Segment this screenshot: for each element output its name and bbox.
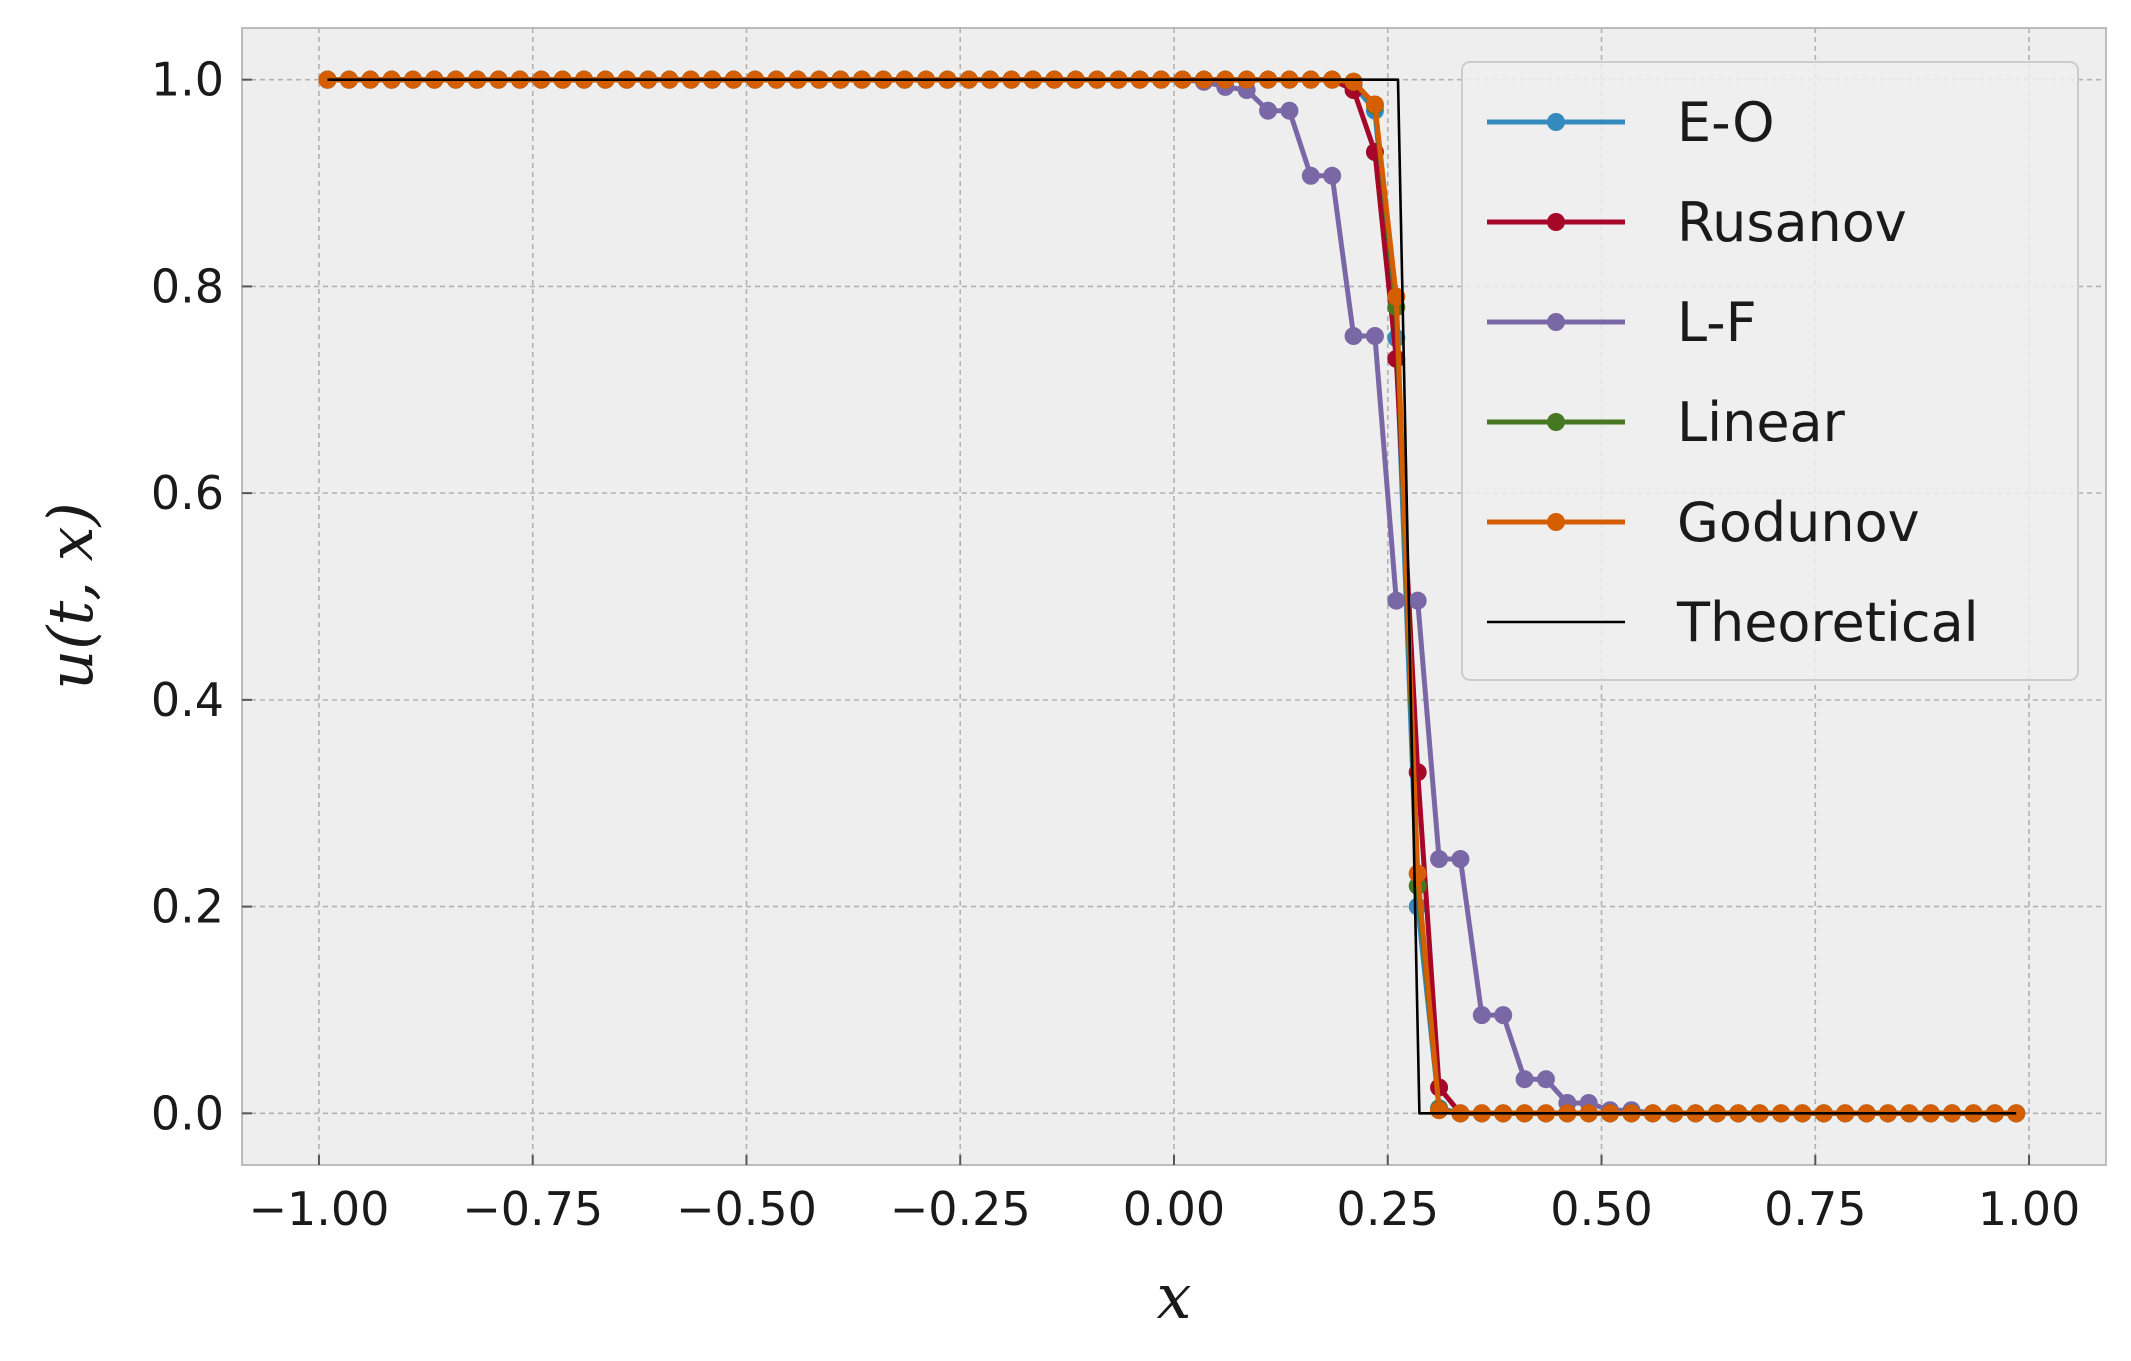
x-tick-label: 0.50	[1550, 1182, 1652, 1236]
x-tick-label: 0.75	[1764, 1182, 1866, 1236]
data-point-l-f	[1280, 101, 1299, 120]
x-tick-label: −0.50	[676, 1182, 817, 1236]
legend-item-theoretical: Theoretical	[1487, 591, 1979, 654]
data-point-l-f	[1515, 1070, 1534, 1089]
data-point-l-f	[1430, 850, 1449, 869]
x-tick-label: 1.00	[1978, 1182, 2080, 1236]
data-point-l-f	[1408, 591, 1427, 610]
data-point-l-f	[1301, 166, 1320, 185]
data-point-godunov	[1344, 72, 1363, 91]
legend-label: Theoretical	[1676, 591, 1979, 654]
data-point-l-f	[1494, 1006, 1513, 1025]
data-point-l-f	[1536, 1070, 1555, 1089]
legend-box	[1461, 61, 2079, 681]
data-point-l-f	[1365, 327, 1384, 346]
legend-label: Godunov	[1677, 491, 1920, 554]
series-line-theoretical	[327, 78, 2017, 1115]
legend-marker	[1547, 213, 1565, 231]
y-tick-label: 0.4	[151, 673, 224, 727]
y-tick-label: 1.0	[151, 53, 224, 107]
legend-label: Rusanov	[1677, 191, 1907, 254]
series-lines	[318, 70, 2026, 1123]
data-point-l-f	[1387, 591, 1406, 610]
data-point-godunov	[1408, 864, 1427, 883]
data-point-l-f	[1323, 166, 1342, 185]
legend-item-l-f: L-F	[1487, 291, 1757, 354]
legend: E-O Rusanov L-F Linear Godunov Theoretical	[1461, 61, 2079, 681]
data-point-godunov	[2007, 1104, 2026, 1123]
legend-marker	[1547, 413, 1565, 431]
data-point-godunov	[1365, 95, 1384, 114]
data-point-l-f	[1472, 1006, 1491, 1025]
data-point-l-f	[1451, 850, 1470, 869]
legend-item-godunov: Godunov	[1487, 491, 1920, 554]
y-tick-label: 0.2	[151, 880, 224, 934]
legend-item-rusanov: Rusanov	[1487, 191, 1907, 254]
x-tick-label: 0.25	[1337, 1182, 1439, 1236]
series-theoretical	[327, 78, 2017, 1115]
data-point-l-f	[1344, 327, 1363, 346]
legend-item-e-o: E-O	[1487, 91, 1775, 154]
x-tick-label: −0.25	[890, 1182, 1031, 1236]
x-tick-label: 0.00	[1123, 1182, 1225, 1236]
y-tick-label: 0.0	[151, 1086, 224, 1140]
data-point-godunov	[1430, 1101, 1449, 1120]
data-point-godunov	[1387, 287, 1406, 306]
x-tick-label: −0.75	[462, 1182, 603, 1236]
legend-label: L-F	[1677, 291, 1757, 354]
legend-label: Linear	[1677, 391, 1846, 454]
axis-ticks: −1.00 −0.75 −0.50 −0.25 0.00 0.25 0.50 0.75 1.00…	[151, 53, 2080, 1236]
x-axis-label: x	[1157, 1260, 1192, 1333]
legend-marker	[1547, 113, 1565, 131]
legend-item-linear: Linear	[1487, 391, 1846, 454]
legend-marker	[1547, 513, 1565, 531]
data-point-l-f	[1259, 101, 1278, 120]
legend-label: E-O	[1677, 91, 1775, 154]
x-tick-label: −1.00	[248, 1182, 389, 1236]
legend-marker	[1547, 313, 1565, 331]
y-tick-label: 0.6	[151, 466, 224, 520]
y-tick-label: 0.8	[151, 259, 224, 313]
y-axis-label: u(t, x)	[34, 502, 107, 690]
